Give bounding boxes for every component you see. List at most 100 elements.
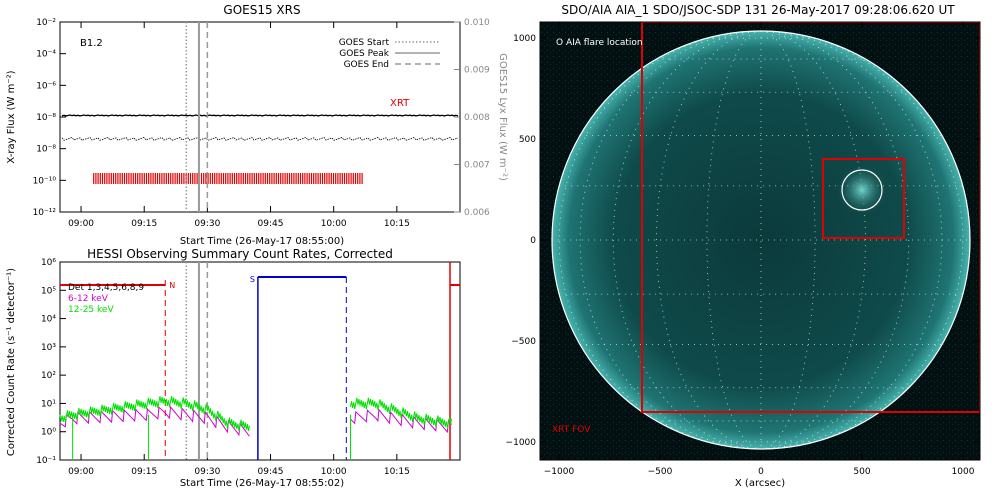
grid-longitude-line <box>558 30 762 450</box>
goes-short-channel-line <box>61 137 459 141</box>
grid-longitude-line <box>760 30 943 450</box>
goes-panel: GOES15 XRS 10⁻² 10⁻⁴ 10⁻⁶ 10⁻⁸ 10⁻⁸ 10⁻¹⁰ 10⁻¹… <box>6 3 508 247</box>
hessi-night-marker: N <box>169 281 175 290</box>
grid-longitude-line <box>760 30 910 450</box>
goes-x-tick-label: 09:30 <box>194 219 220 229</box>
hessi-y-tick-label: 10⁰ <box>41 428 56 438</box>
flare-location-circle <box>841 169 883 211</box>
goes-left-tick-label: 10⁻⁸ <box>36 113 56 123</box>
hessi-attenuator-state: NS <box>60 262 460 460</box>
goes-left-ticks: 10⁻² 10⁻⁴ 10⁻⁶ 10⁻⁸ 10⁻⁸ 10⁻¹⁰ 10⁻¹² <box>33 18 66 218</box>
goes-left-tick-label: 10⁻¹⁰ <box>33 176 57 186</box>
goes-long-channel-line <box>61 114 459 117</box>
aia-y-tick-label: 1000 <box>513 34 536 44</box>
hessi-x-tick-label: 10:15 <box>384 467 410 477</box>
hessi-y-tick-label: 10² <box>41 371 56 381</box>
aia-flare-label: O AIA flare location <box>556 38 643 48</box>
goes-left-tick-label: 10⁻¹² <box>33 208 57 218</box>
aia-y-tick-label: 500 <box>519 135 536 145</box>
hessi-y-ticks: 10⁶ 10⁵ 10⁴ 10³ 10² 10¹ 10⁰ 10⁻¹ <box>36 258 66 466</box>
goes-title: GOES15 XRS <box>223 3 300 17</box>
grid-longitude-line <box>760 30 816 450</box>
aia-xlabel: X (arcsec) <box>735 478 785 489</box>
goes-xrt-label: XRT <box>390 98 410 109</box>
goes-class-label: B1.2 <box>80 38 103 49</box>
hessi-y-tick-label: 10¹ <box>41 399 56 409</box>
aia-title: SDO/AIA AIA_1 SDO/JSOC-SDP 131 26-May-20… <box>561 3 955 17</box>
goes-left-tick-label: 10⁻² <box>36 18 56 28</box>
grid-longitude-line <box>612 30 762 450</box>
sun-disk <box>551 30 971 450</box>
goes-x-tick-label: 09:15 <box>131 219 157 229</box>
goes-right-tick-label: 0.010 <box>464 18 490 28</box>
grid-longitude-line <box>706 30 762 450</box>
aia-x-tick-label: 1000 <box>952 467 975 477</box>
hessi-axes-frame <box>59 261 461 461</box>
aia-y-tick-label: −500 <box>511 337 536 347</box>
hessi-xlabel: Start Time (26-May-17 08:55:02) <box>180 478 344 489</box>
aia-x-tick-label: 500 <box>853 467 870 477</box>
goes-right-tick-label: 0.008 <box>464 113 490 123</box>
aia-x-tick-label: −500 <box>648 467 673 477</box>
goes-legend-label: GOES Peak <box>339 49 389 59</box>
hessi-y-tick-label: 10⁻¹ <box>36 456 56 466</box>
hessi-legend-label: Det 1,3,4,5,6,8,9 <box>68 283 144 293</box>
aia-image <box>540 22 980 460</box>
grid-longitude-line <box>656 30 762 450</box>
hessi-y-tick-label: 10⁴ <box>41 315 56 325</box>
goes-x-ticks: 09:00 09:15 09:30 09:45 10:00 10:15 <box>68 22 410 229</box>
grid-longitude-line <box>579 30 762 450</box>
goes-event-lines <box>185 22 209 212</box>
goes-left-tick-label: 10⁻⁸ <box>36 145 56 155</box>
goes-legend-label: GOES Start <box>339 38 390 48</box>
aia-panel: SDO/AIA AIA_1 SDO/JSOC-SDP 131 26-May-20… <box>506 3 981 489</box>
grid-longitude-line <box>760 30 866 450</box>
hessi-title: HESSI Observing Summary Count Rates, Cor… <box>87 247 393 261</box>
hessi-saa-marker: S <box>250 275 255 284</box>
goes-right-tick-label: 0.006 <box>464 208 490 218</box>
hessi-series-12-25kev-line <box>59 396 453 432</box>
hessi-x-ticks: 09:00 09:15 09:30 09:45 10:00 10:15 <box>68 454 410 477</box>
aia-y-tick-label: 0 <box>530 236 536 246</box>
xrt-fov-box <box>641 22 980 413</box>
hessi-x-tick-label: 09:45 <box>258 467 284 477</box>
hessi-x-tick-label: 10:00 <box>321 467 347 477</box>
goes-left-tick-label: 10⁻⁶ <box>36 81 56 91</box>
aia-axes-frame <box>539 21 981 461</box>
hessi-series <box>59 396 453 460</box>
goes-left-tick-label: 10⁻⁴ <box>36 50 56 60</box>
goes-legend-label: GOES End <box>344 60 389 70</box>
aia-y-tick-label: −1000 <box>506 438 537 448</box>
goes-right-tick-label: 0.007 <box>464 161 490 171</box>
goes-right-ticks: 0.010 0.009 0.008 0.007 0.006 <box>454 18 490 218</box>
hessi-panel: HESSI Observing Summary Count Rates, Cor… <box>6 247 461 489</box>
flare-brightening <box>836 164 888 216</box>
goes-xrt-coverage <box>93 173 363 184</box>
hessi-y-tick-label: 10⁶ <box>41 258 56 268</box>
hessi-series-6-12kev-line <box>59 405 452 437</box>
aia-x-tick-label: 0 <box>758 467 764 477</box>
goes-right-tick-label: 0.009 <box>464 66 490 76</box>
goes-xlabel: Start Time (26-May-17 08:55:00) <box>180 236 344 247</box>
goes-series <box>61 114 459 141</box>
goes-x-tick-label: 09:00 <box>68 219 94 229</box>
hessi-x-tick-label: 09:30 <box>194 467 220 477</box>
goes-ylabel-left: X-ray Flux (W m⁻²) <box>6 70 17 163</box>
goes-ylabel-right: GOES15 Lyx Flux (W m⁻²) <box>497 53 508 181</box>
aia-x-ticks: −1000 −500 0 500 1000 <box>544 22 975 477</box>
hessi-legend-label: 6-12 keV <box>68 294 109 304</box>
hessi-x-tick-label: 09:15 <box>131 467 157 477</box>
aia-xrt-fov-label: XRT FOV <box>552 425 591 435</box>
goes-x-tick-label: 10:00 <box>321 219 347 229</box>
flare-region-box <box>822 158 905 239</box>
hessi-legend-label: 12-25 keV <box>68 305 114 315</box>
aia-x-tick-label: −1000 <box>544 467 575 477</box>
hessi-y-tick-label: 10⁵ <box>41 286 56 296</box>
heliographic-grid <box>552 30 970 450</box>
grid-longitude-line <box>760 30 964 450</box>
aia-y-ticks: 1000 500 0 −500 −1000 <box>506 34 980 448</box>
goes-x-tick-label: 10:15 <box>384 219 410 229</box>
